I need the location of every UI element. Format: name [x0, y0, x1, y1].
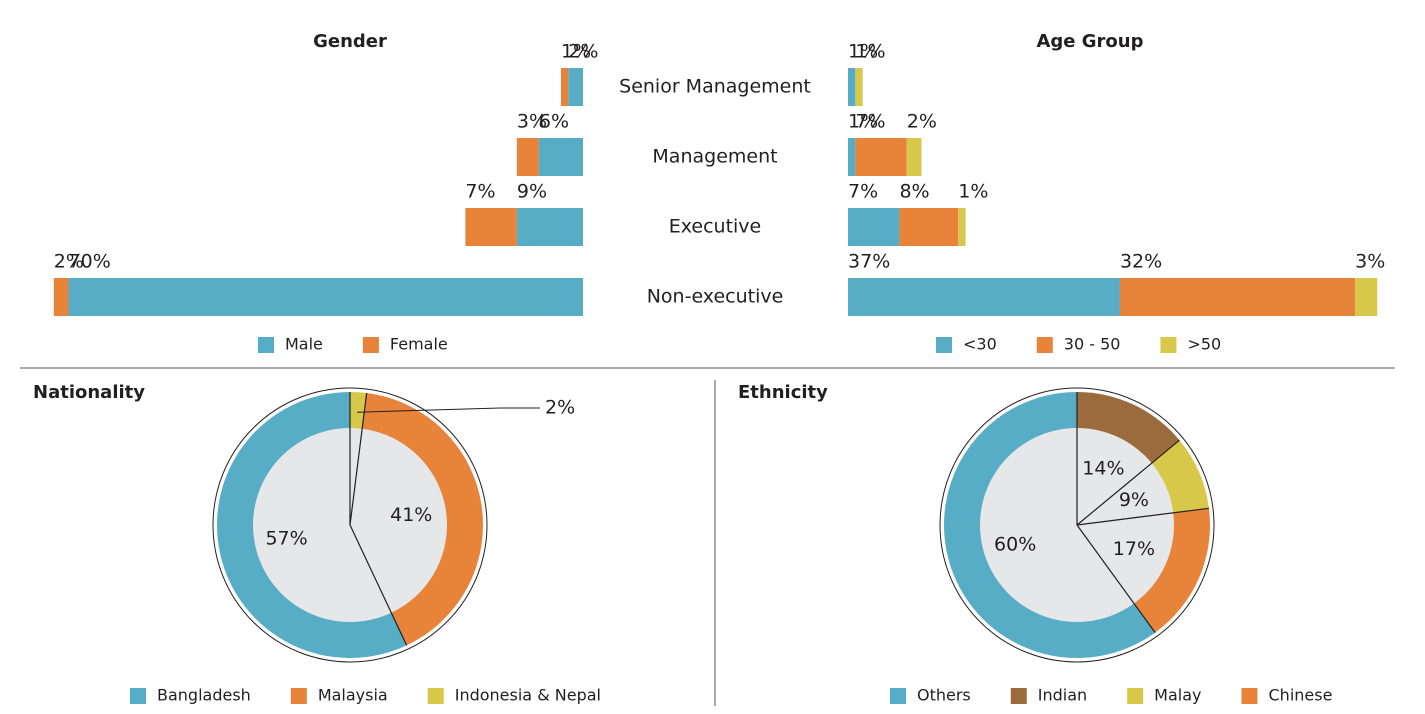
value-label: 7%: [465, 181, 495, 203]
bar-segment: [906, 138, 922, 176]
bar-segment: [958, 208, 966, 246]
value-label: 1%: [848, 41, 878, 63]
legend-label: <30: [963, 335, 997, 354]
bar-segment: [848, 208, 900, 246]
legend-swatch: [427, 688, 444, 704]
value-label: 1%: [561, 41, 591, 63]
legend-swatch: [362, 337, 379, 353]
value-label: 57%: [265, 528, 307, 550]
legend-label: Female: [390, 335, 448, 354]
value-label: 41%: [390, 504, 432, 526]
slice-separator: [1076, 439, 1180, 526]
value-label: 2%: [568, 41, 598, 63]
legend-swatch: [936, 337, 952, 353]
value-label: 70%: [69, 251, 111, 273]
slice-separator: [349, 392, 368, 526]
value-label: 8%: [899, 181, 929, 203]
legend-label: Indian: [1038, 686, 1087, 705]
chart-title: Gender: [313, 31, 387, 52]
legend-swatch: [130, 688, 146, 704]
value-label: 7%: [855, 111, 885, 133]
value-label: 9%: [517, 181, 547, 203]
value-label: 17%: [1113, 538, 1155, 560]
bar-segment: [1355, 278, 1378, 316]
outer-ring: [939, 387, 1215, 663]
legend-label: Malay: [1154, 686, 1201, 705]
legend-swatch: [1010, 688, 1027, 704]
legend-swatch: [1241, 688, 1258, 704]
value-label: 37%: [848, 251, 890, 273]
value-label: 60%: [994, 534, 1036, 556]
bar-segment: [1119, 278, 1356, 316]
bar-segment: [465, 208, 517, 246]
value-label: 2%: [545, 397, 575, 419]
slice-separator: [349, 524, 408, 646]
legend-label: 30 - 50: [1064, 335, 1121, 354]
category-label: Senior Management: [619, 76, 811, 98]
leader-line: [357, 407, 501, 413]
value-label: 2%: [54, 251, 84, 273]
value-label: 7%: [848, 181, 878, 203]
value-label: 3%: [1355, 251, 1385, 273]
legend-swatch: [1160, 337, 1177, 353]
chart-title: Nationality: [33, 382, 145, 403]
legend-label: Malaysia: [318, 686, 388, 705]
bar-segment: [516, 208, 583, 246]
bar-segment: [68, 278, 583, 316]
bar-segment: [848, 68, 856, 106]
chart-title: Ethnicity: [738, 382, 828, 403]
bar-segment: [568, 68, 583, 106]
value-label: 9%: [1119, 489, 1149, 511]
legend-swatch: [890, 688, 906, 704]
value-label: 32%: [1120, 251, 1162, 273]
value-label: 14%: [1082, 457, 1124, 479]
outer-ring: [212, 387, 488, 663]
bar-segment: [855, 68, 863, 106]
legend-swatch: [1127, 688, 1144, 704]
chart-title: Age Group: [1036, 31, 1143, 52]
legend-label: Male: [285, 335, 323, 354]
category-label: Management: [652, 146, 777, 168]
legend-label: Chinese: [1269, 686, 1333, 705]
legend-swatch: [290, 688, 307, 704]
bar-segment: [848, 138, 856, 176]
bar-segment: [848, 278, 1120, 316]
legend-label: >50: [1187, 335, 1221, 354]
slice-separator: [1076, 507, 1210, 526]
legend-label: Bangladesh: [157, 686, 251, 705]
legend-swatch: [1036, 337, 1053, 353]
value-label: 1%: [958, 181, 988, 203]
legend-swatch: [258, 337, 274, 353]
value-label: 3%: [517, 111, 547, 133]
legend-label: Indonesia & Nepal: [455, 686, 601, 705]
category-label: Non-executive: [647, 286, 784, 308]
bar-segment: [560, 68, 569, 106]
bar-segment: [538, 138, 583, 176]
bar-segment: [53, 278, 69, 316]
value-label: 1%: [855, 41, 885, 63]
bar-segment: [899, 208, 959, 246]
legend-label: Others: [917, 686, 971, 705]
slice-separator: [1076, 524, 1156, 633]
value-label: 6%: [539, 111, 569, 133]
bar-segment: [855, 138, 907, 176]
bar-segment: [516, 138, 539, 176]
value-label: 1%: [848, 111, 878, 133]
value-label: 2%: [907, 111, 937, 133]
category-label: Executive: [669, 216, 762, 238]
